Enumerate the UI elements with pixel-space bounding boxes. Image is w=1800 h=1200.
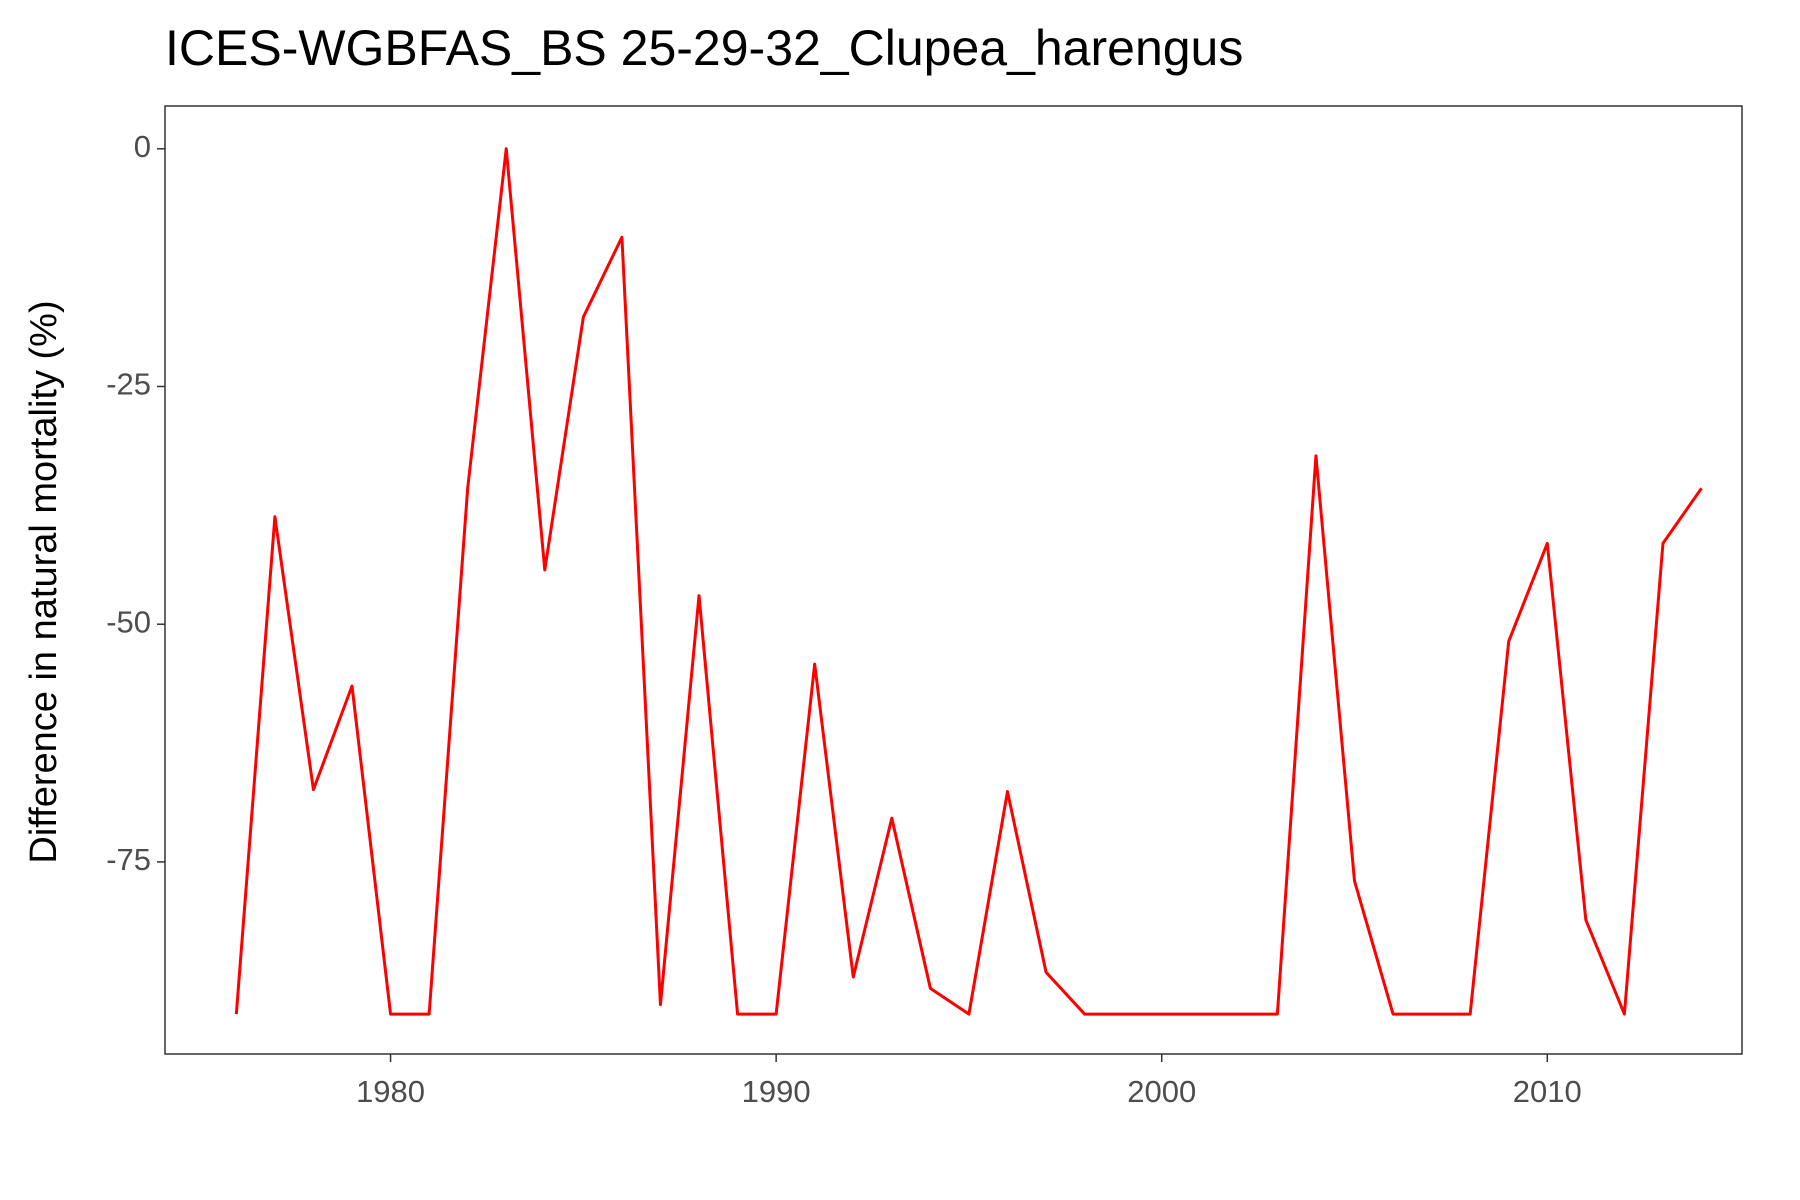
y-tick-label: -75: [106, 842, 151, 877]
x-tick-label: 2000: [1127, 1074, 1196, 1109]
x-tick-label: 1990: [742, 1074, 811, 1109]
y-axis-label: Difference in natural mortality (%): [23, 300, 65, 863]
data-line: [234, 147, 1703, 1016]
y-tick-label: -25: [106, 367, 151, 402]
y-tick-label: -50: [106, 604, 151, 639]
x-tick-label: 2010: [1513, 1074, 1582, 1109]
chart-title: ICES-WGBFAS_BS 25-29-32_Clupea_harengus: [165, 20, 1243, 76]
x-tick-label: 1980: [356, 1074, 425, 1109]
y-tick-label: 0: [134, 129, 151, 164]
panel-border: [164, 105, 1743, 1055]
